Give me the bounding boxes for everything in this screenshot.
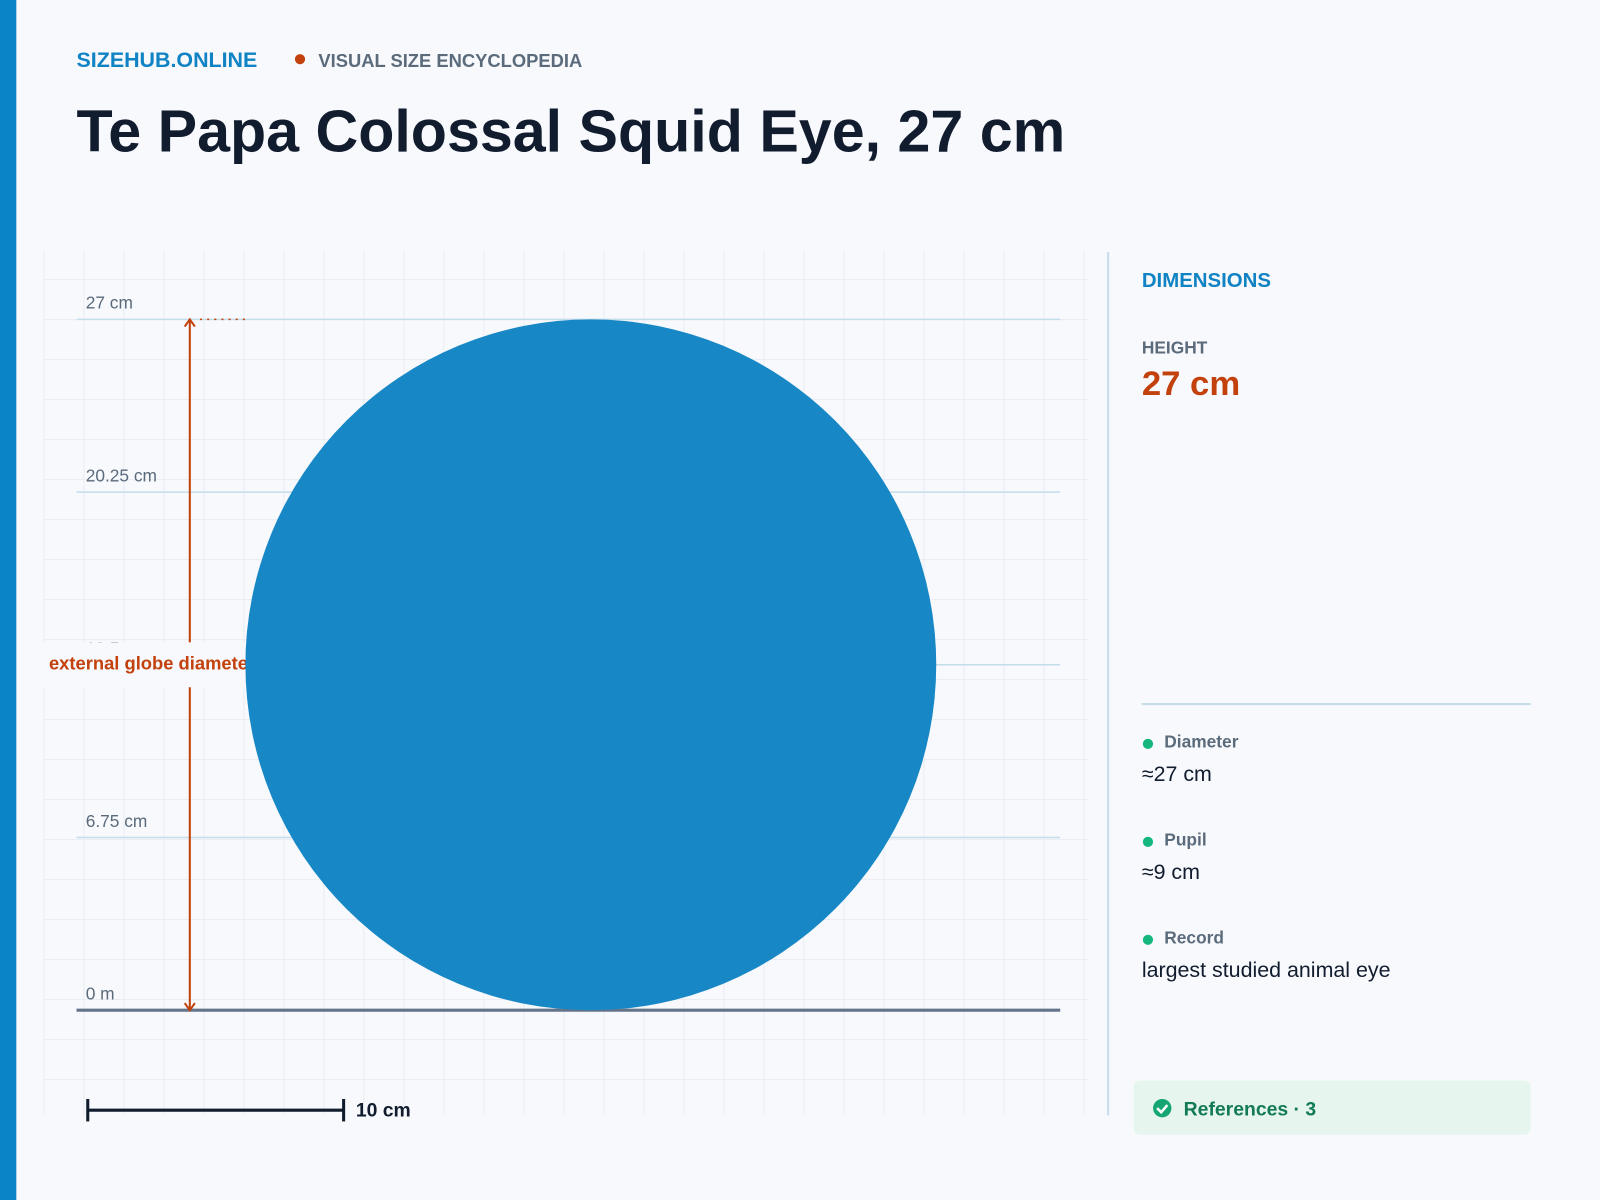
fact-label: Record — [1164, 927, 1224, 947]
arrow-head — [183, 317, 196, 328]
fact-dot — [1142, 934, 1154, 945]
tick-label: 6.75 cm — [86, 811, 148, 831]
check-icon — [1153, 1098, 1172, 1118]
fact-dot — [1142, 738, 1154, 749]
annotation-bg — [40, 642, 256, 688]
fact-value: largest studied animal eye — [1142, 958, 1391, 982]
check-mark — [1156, 1104, 1169, 1115]
fact-value: ≈27 cm — [1142, 762, 1212, 786]
fact-dot — [1142, 836, 1154, 847]
page-title: Te Papa Colossal Squid Eye, 27 cm — [77, 97, 1066, 164]
scale-label: 10 cm — [356, 1099, 411, 1121]
tagline: VISUAL SIZE ENCYCLOPEDIA — [318, 50, 582, 71]
fact-label: Diameter — [1164, 731, 1238, 751]
annotation: external globe diameter — [49, 653, 255, 674]
fact-label: Pupil — [1164, 829, 1206, 849]
references[interactable]: References · 3 — [1184, 1098, 1317, 1120]
site-name[interactable]: SIZEHUB.ONLINE — [77, 48, 258, 72]
tick-label: 20.25 cm — [86, 465, 157, 485]
separator-dot — [294, 54, 306, 65]
tick-label: 27 cm — [86, 293, 133, 313]
references-box[interactable] — [1133, 1080, 1531, 1135]
arrow-head — [183, 1002, 196, 1012]
squid-eye — [245, 319, 937, 1011]
height-value: 27 cm — [1142, 365, 1240, 403]
height-label: HEIGHT — [1142, 338, 1208, 358]
tick-label: 0 m — [86, 983, 115, 1003]
fact-value: ≈9 cm — [1142, 860, 1200, 884]
accent-bar — [0, 0, 17, 1200]
sidebar-heading: DIMENSIONS — [1142, 270, 1271, 292]
